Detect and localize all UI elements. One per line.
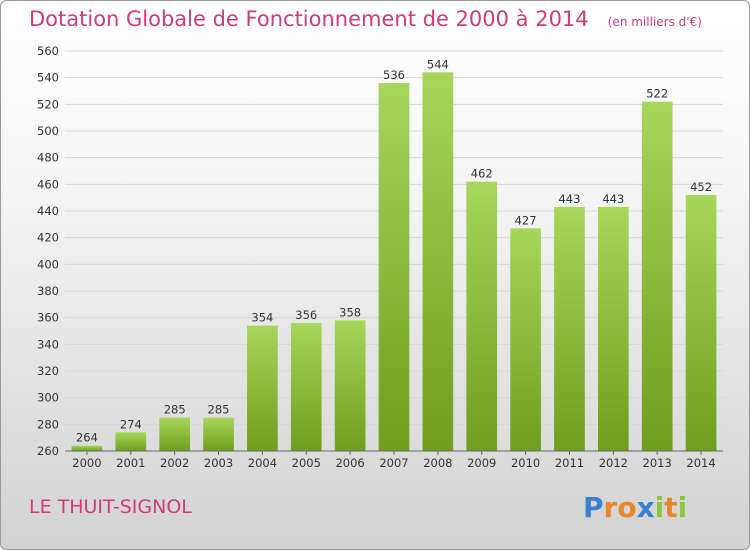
logo-letter: t: [664, 491, 677, 524]
bar-2004: [247, 325, 278, 451]
proxiti-logo: Proxiti: [583, 490, 693, 528]
logo-text: Proxiti: [583, 491, 687, 524]
bar-value-label: 462: [471, 167, 493, 181]
x-tick-label: 2013: [643, 456, 672, 470]
y-tick-label: 440: [37, 204, 59, 218]
bars: 264 274 285 285 354 356 358 536 544 462 427 443 443 5…: [71, 57, 717, 452]
x-tick-label: 2000: [72, 456, 101, 470]
bar-value-label: 544: [427, 57, 449, 71]
bar-2007: [378, 83, 410, 451]
bar-2008: [422, 72, 454, 451]
logo-letter: P: [583, 491, 604, 524]
x-tick-label: 2012: [599, 456, 628, 470]
y-tick-label: 280: [37, 417, 59, 431]
bar-2006: [334, 320, 366, 451]
bar-value-label: 522: [646, 87, 668, 101]
x-tick-label: 2001: [116, 456, 145, 470]
bar-value-label: 264: [76, 431, 98, 445]
y-tick-label: 520: [37, 97, 59, 111]
y-tick-label: 500: [37, 124, 59, 138]
bar-value-label: 354: [251, 311, 273, 325]
bar-2012: [597, 207, 629, 451]
proxiti-logo-graphic: Proxiti: [583, 491, 687, 524]
bar-value-label: 356: [295, 308, 317, 322]
bar-2010: [510, 228, 541, 451]
y-axis-ticks: 260 280 300 320 340 360 380 400 420 440 460 480 500 5…: [37, 44, 59, 458]
x-tick-label: 2014: [686, 456, 715, 470]
bar-2000: [71, 445, 103, 451]
bar-value-label: 274: [120, 417, 142, 431]
y-tick-label: 420: [37, 231, 59, 245]
commune-name: LE THUIT-SIGNOL: [29, 496, 192, 518]
logo-letter: i: [655, 491, 665, 524]
y-tick-label: 360: [37, 311, 59, 325]
y-tick-label: 560: [37, 44, 59, 58]
x-tick-label: 2002: [160, 456, 189, 470]
title-unit: (en milliers d'€): [607, 15, 702, 29]
bar-2011: [554, 207, 585, 451]
bar-2009: [466, 181, 498, 451]
logo-letter: x: [637, 491, 655, 524]
bar-value-label: 443: [602, 192, 624, 206]
y-tick-label: 480: [37, 151, 59, 165]
bar-value-label: 358: [339, 305, 361, 319]
logo-letter: i: [678, 491, 688, 524]
y-tick-label: 400: [37, 257, 59, 271]
y-tick-label: 380: [37, 284, 59, 298]
y-tick-label: 460: [37, 177, 59, 191]
logo-letter: o: [617, 491, 636, 524]
x-tick-label: 2007: [379, 456, 408, 470]
bar-value-label: 285: [208, 403, 230, 417]
y-tick-label: 320: [37, 364, 59, 378]
x-tick-label: 2008: [423, 456, 452, 470]
bar-value-label: 285: [164, 403, 186, 417]
bar-2003: [203, 417, 234, 451]
bar-2002: [159, 417, 191, 451]
title-main: Dotation Globale de Fonctionnement de 20…: [29, 7, 589, 31]
chart-title: Dotation Globale de Fonctionnement de 20…: [29, 7, 702, 31]
bar-value-label: 443: [558, 192, 580, 206]
x-tick-label: 2004: [248, 456, 277, 470]
logo-letter: r: [604, 491, 618, 524]
bar-2014: [685, 195, 717, 451]
bar-2001: [115, 432, 147, 451]
y-tick-label: 340: [37, 337, 59, 351]
x-tick-label: 2003: [204, 456, 233, 470]
bar-2005: [290, 323, 322, 451]
bar-value-label: 427: [515, 213, 537, 227]
x-axis-ticks: 2000 2001 2002 2003 2004 2005 2006 2007 2008 2009…: [72, 451, 716, 470]
x-tick-label: 2009: [467, 456, 496, 470]
x-tick-label: 2010: [511, 456, 540, 470]
x-tick-label: 2005: [292, 456, 321, 470]
y-tick-label: 300: [37, 391, 59, 405]
y-tick-label: 540: [37, 71, 59, 85]
bar-value-label: 536: [383, 68, 405, 82]
x-tick-label: 2006: [335, 456, 364, 470]
x-tick-label: 2011: [555, 456, 584, 470]
bar-2013: [641, 101, 673, 452]
y-tick-label: 260: [37, 444, 59, 458]
bar-value-label: 452: [690, 180, 712, 194]
